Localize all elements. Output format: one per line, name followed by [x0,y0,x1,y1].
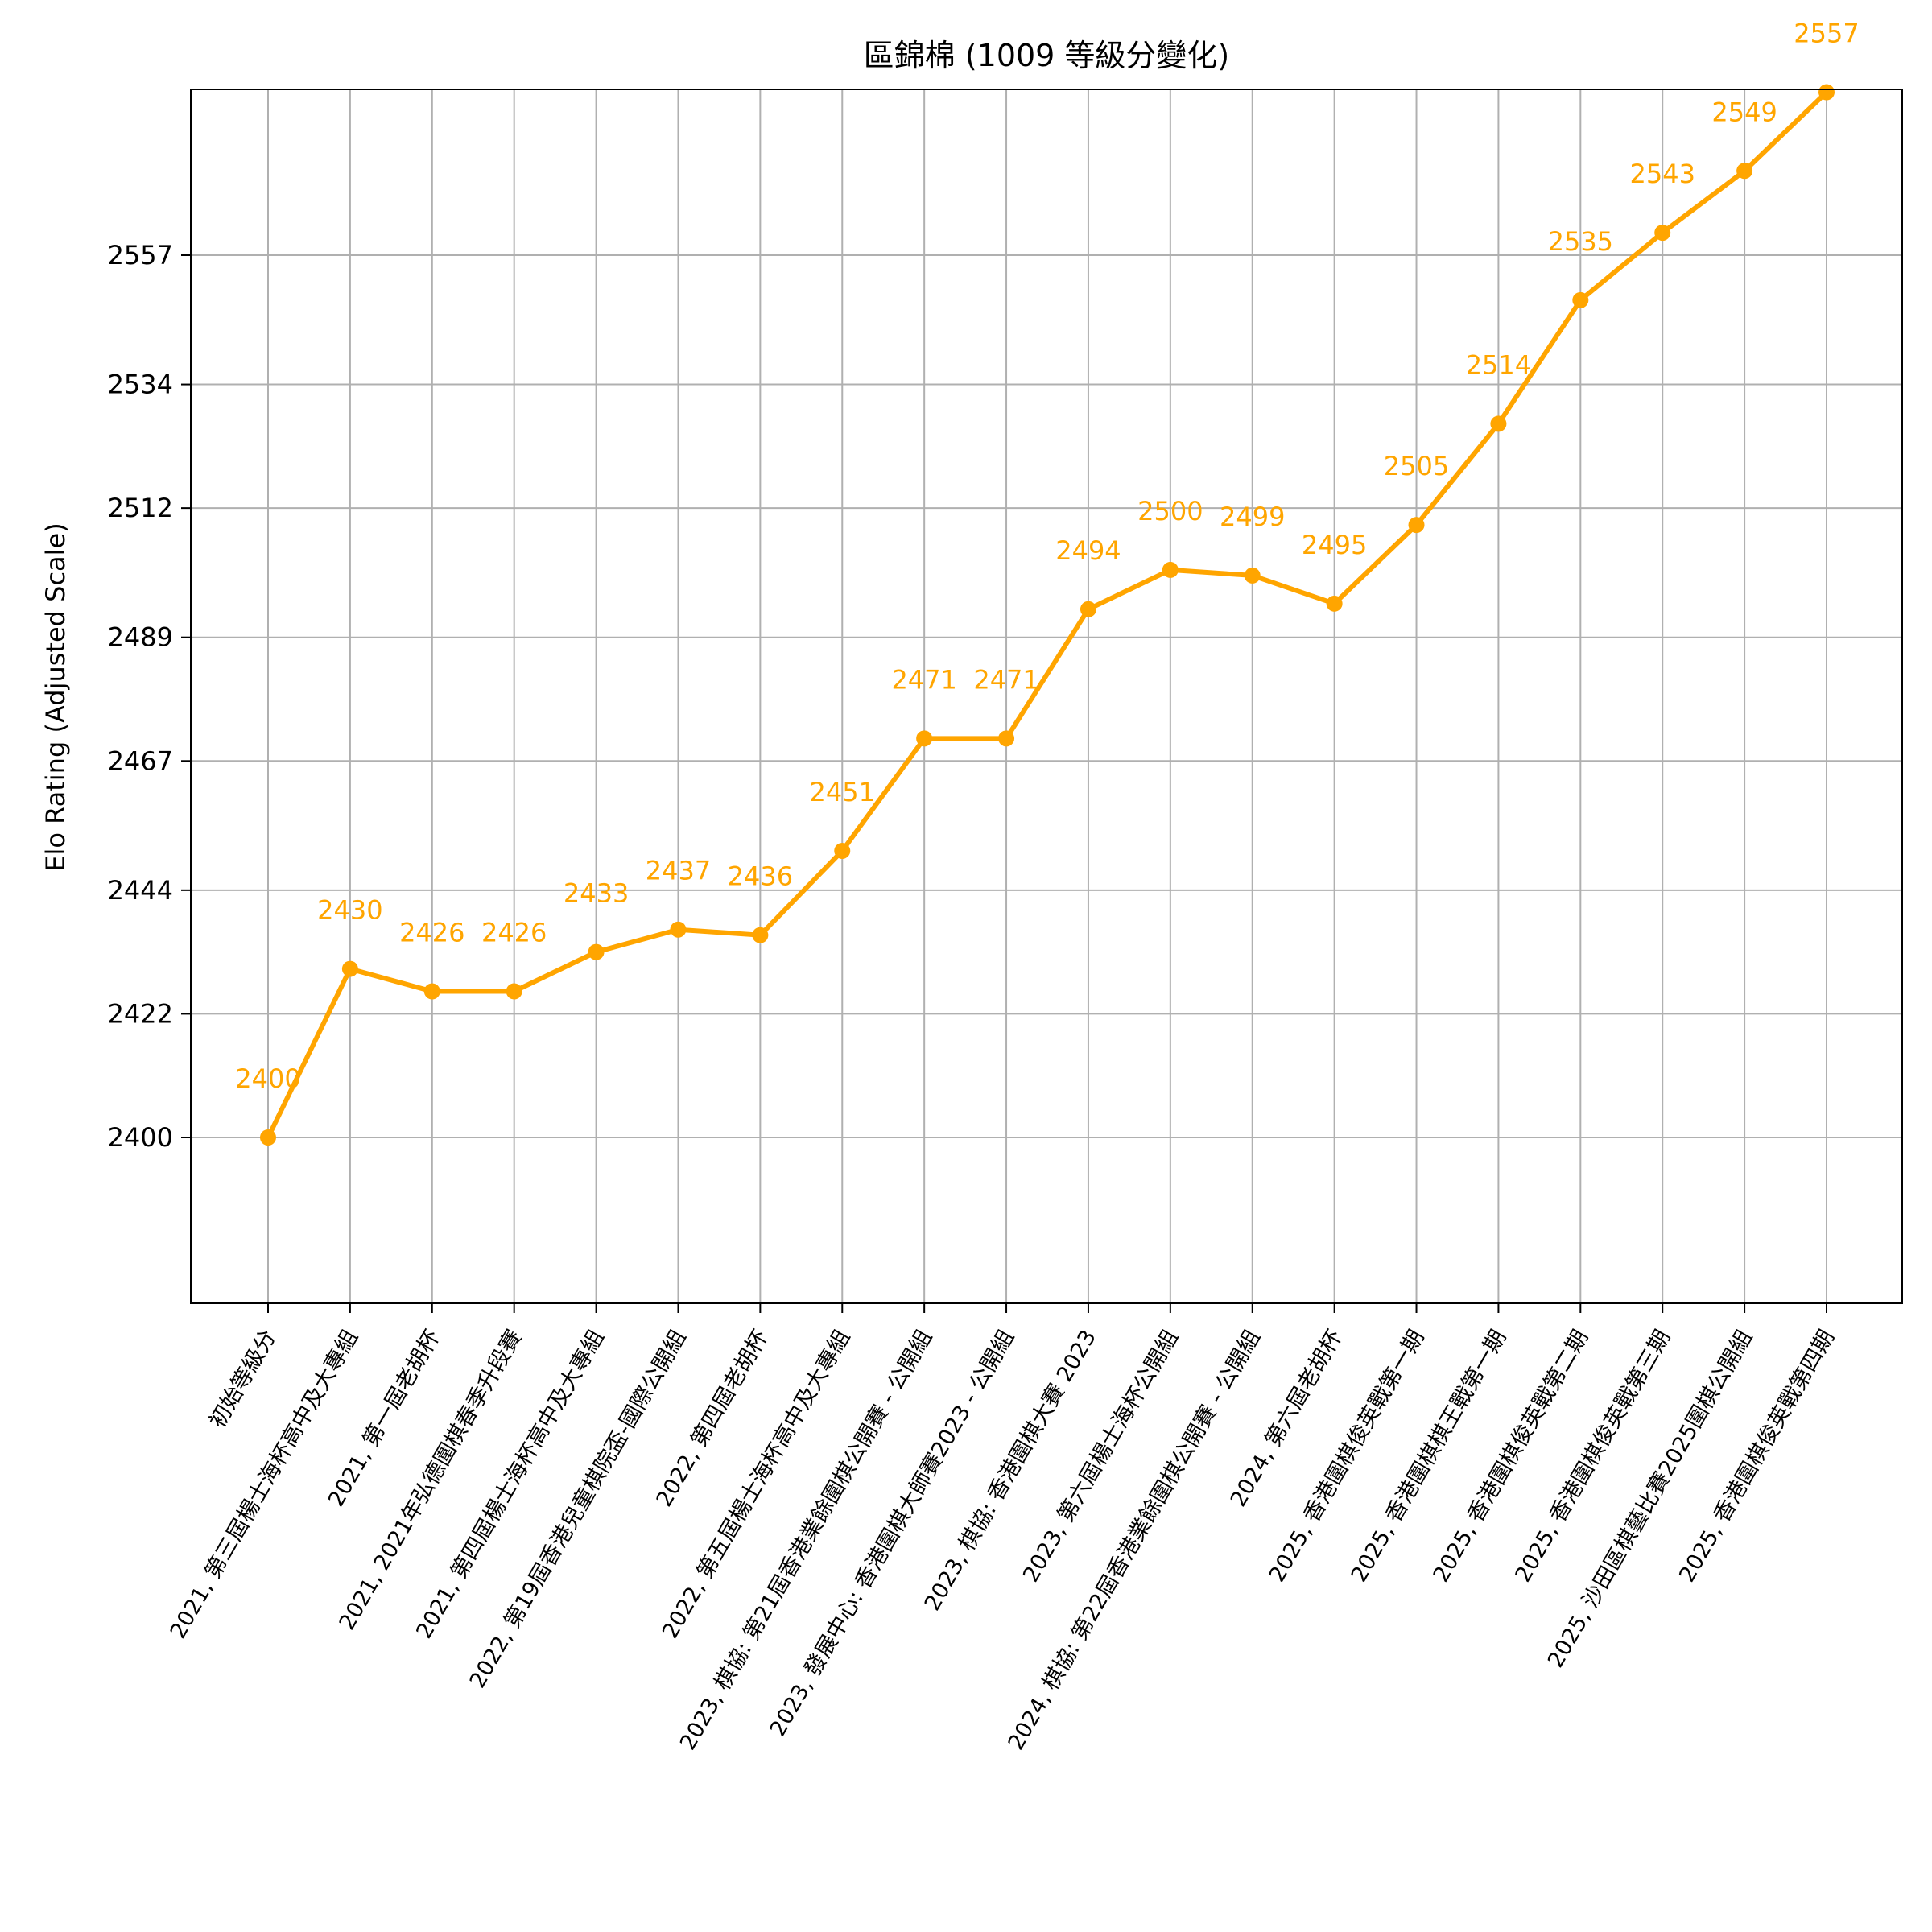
series-polyline [266,89,1829,1140]
data-label: 2549 [1711,97,1777,127]
x-tick-label: 2025, 香港圍棋俊英戰第四期 [1674,1326,1839,1587]
data-point [1654,225,1671,242]
x-tick-label: 2025, 香港圍棋俊英戰第一期 [1265,1326,1430,1587]
data-point [1326,595,1343,612]
data-label: 2451 [810,777,875,807]
data-label: 2471 [973,664,1038,695]
x-tick-label: 初始等級分 [205,1326,281,1432]
chart-title: 區錦棉 (1009 等級分變化) [864,38,1230,73]
data-point [423,983,440,1000]
x-tick-label: 2023, 第六屆楊士海杯公開組 [1018,1326,1183,1587]
y-tick-label: 2534 [108,369,173,400]
data-label: 2557 [1794,19,1859,49]
data-label: 2471 [891,664,956,695]
y-tick-label: 2422 [108,998,173,1029]
plot-frame [190,89,1903,1304]
data-point [341,960,358,977]
data-label: 2400 [235,1063,300,1094]
y-tick-label: 2489 [108,622,173,653]
data-point [1818,84,1835,101]
data-label: 2436 [728,861,793,892]
x-tick-label: 2025, 香港圍棋棋王戰第一期 [1347,1326,1512,1587]
data-point [916,730,933,747]
data-label: 2437 [646,856,711,886]
data-label: 2505 [1384,451,1449,481]
data-label: 2430 [317,895,382,926]
x-tick-label: 2023, 棋協: 香港圍棋大賽 2023 [920,1326,1101,1615]
y-tick-label: 2400 [108,1122,173,1153]
data-label: 2495 [1302,530,1367,560]
y-tick-label: 2512 [108,493,173,523]
data-point [752,927,769,943]
data-point [1736,163,1753,180]
y-tick-label: 2557 [108,240,173,270]
x-tick-label: 2025, 香港圍棋俊英戰第三期 [1510,1326,1675,1587]
data-label: 2426 [399,917,464,947]
data-label: 2535 [1548,226,1613,257]
data-point [506,983,522,1000]
grid [191,89,1902,1303]
y-tick-label: 2467 [108,745,173,776]
data-label: 2499 [1220,502,1285,532]
y-tick-label: 2444 [108,875,173,906]
data-label: 2514 [1466,349,1531,380]
data-point [1244,567,1261,584]
x-tick-label: 2025, 香港圍棋俊英戰第二期 [1429,1326,1594,1587]
y-axis: 2400 2422 2444 2467 2489 2512 2534 2557 [108,240,191,1153]
data-point [1490,415,1507,432]
data-point [1080,601,1096,617]
data-point [588,943,605,960]
data-point [998,730,1015,747]
data-labels: 2400 2430 2426 2426 2433 2437 2436 2451 2471 2471… [235,19,1859,1094]
data-label: 2500 [1137,496,1203,526]
data-point [670,921,687,938]
data-point [1572,291,1589,308]
data-point [1408,517,1425,534]
data-label: 2543 [1629,159,1695,189]
data-point [260,1129,276,1146]
series-line [260,84,1835,1146]
data-label: 2494 [1055,535,1121,566]
data-point [834,842,851,859]
data-label: 2433 [564,878,629,909]
y-axis-title: Elo Rating (Adjusted Scale) [40,522,71,871]
data-point [1162,561,1179,578]
data-label: 2426 [481,917,547,947]
